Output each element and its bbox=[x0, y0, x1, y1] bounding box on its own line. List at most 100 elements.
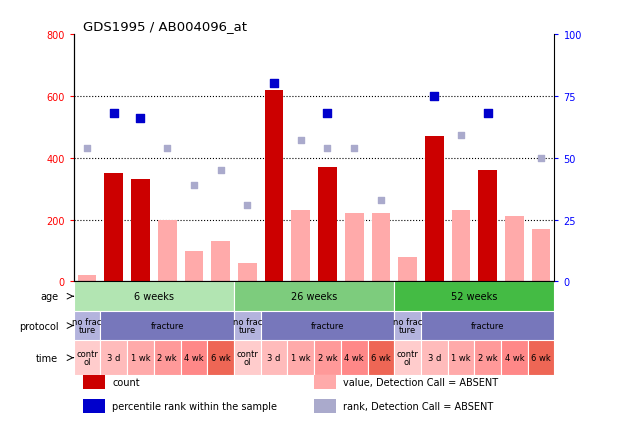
Bar bbox=[127, 341, 154, 375]
Bar bbox=[505, 217, 524, 282]
Bar bbox=[394, 311, 421, 341]
Bar bbox=[314, 341, 341, 375]
Text: no frac
ture: no frac ture bbox=[72, 317, 102, 335]
Text: 3 d: 3 d bbox=[107, 353, 121, 362]
Text: 6 wk: 6 wk bbox=[531, 353, 551, 362]
Bar bbox=[287, 341, 314, 375]
Bar bbox=[532, 229, 551, 282]
Text: percentile rank within the sample: percentile rank within the sample bbox=[112, 401, 277, 411]
Bar bbox=[158, 220, 176, 282]
Text: 6 wk: 6 wk bbox=[211, 353, 231, 362]
Bar bbox=[421, 341, 447, 375]
Text: contr
ol: contr ol bbox=[76, 349, 98, 367]
Bar bbox=[74, 311, 101, 341]
Text: rank, Detection Call = ABSENT: rank, Detection Call = ABSENT bbox=[343, 401, 493, 411]
Bar bbox=[154, 341, 181, 375]
Text: count: count bbox=[112, 377, 140, 387]
Bar bbox=[207, 341, 234, 375]
Bar bbox=[452, 211, 470, 282]
Text: 6 weeks: 6 weeks bbox=[134, 292, 174, 302]
Bar bbox=[447, 341, 474, 375]
Bar bbox=[234, 341, 261, 375]
Bar bbox=[345, 214, 363, 282]
Bar bbox=[261, 311, 394, 341]
Bar bbox=[261, 341, 287, 375]
Bar bbox=[78, 276, 96, 282]
Bar bbox=[83, 375, 105, 389]
Point bbox=[242, 202, 253, 209]
Text: GDS1995 / AB004096_at: GDS1995 / AB004096_at bbox=[83, 20, 247, 33]
Bar bbox=[318, 168, 337, 282]
Bar bbox=[83, 399, 105, 413]
Bar bbox=[425, 137, 444, 282]
Bar bbox=[528, 341, 554, 375]
Text: 1 wk: 1 wk bbox=[291, 353, 310, 362]
Point bbox=[483, 110, 493, 117]
Bar bbox=[212, 242, 230, 282]
Point bbox=[135, 115, 146, 122]
Text: 1 wk: 1 wk bbox=[131, 353, 150, 362]
Point bbox=[376, 197, 386, 204]
Bar bbox=[104, 174, 123, 282]
Point bbox=[109, 110, 119, 117]
Bar bbox=[501, 341, 528, 375]
Text: fracture: fracture bbox=[471, 321, 504, 330]
Point bbox=[456, 132, 466, 139]
Bar bbox=[478, 171, 497, 282]
Bar bbox=[74, 282, 234, 311]
Bar bbox=[474, 341, 501, 375]
Text: contr
ol: contr ol bbox=[397, 349, 419, 367]
Point bbox=[188, 182, 199, 189]
Text: 4 wk: 4 wk bbox=[184, 353, 204, 362]
Text: 26 weeks: 26 weeks bbox=[291, 292, 337, 302]
Bar bbox=[265, 90, 283, 282]
Text: value, Detection Call = ABSENT: value, Detection Call = ABSENT bbox=[343, 377, 498, 387]
Text: 2 wk: 2 wk bbox=[158, 353, 177, 362]
Text: 3 d: 3 d bbox=[428, 353, 441, 362]
Text: 4 wk: 4 wk bbox=[504, 353, 524, 362]
Bar bbox=[234, 282, 394, 311]
Bar bbox=[421, 311, 554, 341]
Text: 4 wk: 4 wk bbox=[344, 353, 364, 362]
Bar bbox=[367, 341, 394, 375]
Text: protocol: protocol bbox=[19, 321, 58, 331]
Bar bbox=[238, 263, 256, 282]
Point bbox=[296, 138, 306, 145]
Point bbox=[162, 145, 172, 152]
Point bbox=[322, 145, 333, 152]
Bar bbox=[341, 341, 367, 375]
Bar bbox=[131, 180, 150, 282]
Bar bbox=[292, 211, 310, 282]
Bar bbox=[314, 399, 336, 413]
Text: 1 wk: 1 wk bbox=[451, 353, 470, 362]
Point bbox=[269, 81, 279, 88]
Text: 52 weeks: 52 weeks bbox=[451, 292, 497, 302]
Text: fracture: fracture bbox=[311, 321, 344, 330]
Bar bbox=[101, 341, 127, 375]
Bar bbox=[394, 341, 421, 375]
Point bbox=[349, 145, 359, 152]
Bar bbox=[101, 311, 234, 341]
Text: no frac
ture: no frac ture bbox=[393, 317, 422, 335]
Text: time: time bbox=[36, 353, 58, 363]
Bar bbox=[398, 257, 417, 282]
Text: contr
ol: contr ol bbox=[237, 349, 258, 367]
Text: 3 d: 3 d bbox=[267, 353, 281, 362]
Text: 6 wk: 6 wk bbox=[371, 353, 391, 362]
Point bbox=[536, 155, 546, 162]
Point bbox=[82, 145, 92, 152]
Text: 2 wk: 2 wk bbox=[478, 353, 497, 362]
Bar bbox=[181, 341, 207, 375]
Bar bbox=[372, 214, 390, 282]
Text: age: age bbox=[40, 292, 58, 302]
Bar bbox=[185, 251, 203, 282]
Bar bbox=[394, 282, 554, 311]
Bar bbox=[314, 375, 336, 389]
Point bbox=[429, 93, 440, 100]
Text: 2 wk: 2 wk bbox=[318, 353, 337, 362]
Bar bbox=[74, 341, 101, 375]
Bar bbox=[234, 311, 261, 341]
Text: fracture: fracture bbox=[151, 321, 184, 330]
Point bbox=[322, 110, 333, 117]
Point bbox=[215, 167, 226, 174]
